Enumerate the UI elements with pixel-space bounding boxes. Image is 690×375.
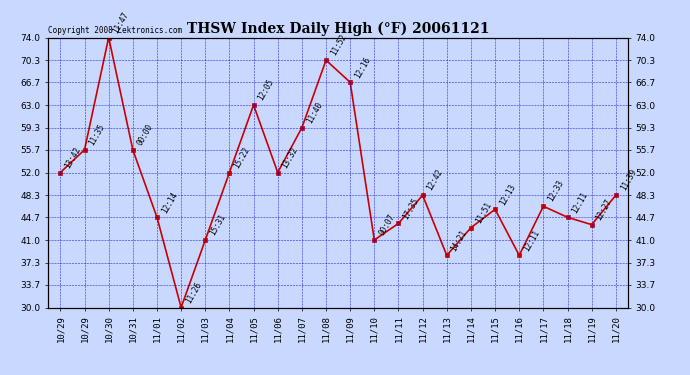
Text: 12:11: 12:11 — [571, 190, 590, 214]
Text: 11:51: 11:51 — [474, 200, 493, 225]
Text: 15:31: 15:31 — [208, 213, 228, 237]
Text: 12:27: 12:27 — [595, 197, 614, 222]
Text: 12:16: 12:16 — [353, 55, 373, 80]
Text: 11:40: 11:40 — [305, 100, 324, 125]
Text: 12:11: 12:11 — [522, 228, 542, 253]
Text: 12:42: 12:42 — [426, 168, 445, 192]
Text: 17:35: 17:35 — [402, 196, 421, 220]
Text: 00:07: 00:07 — [377, 213, 397, 237]
Text: Copyright 2008 Lektronics.com: Copyright 2008 Lektronics.com — [48, 26, 182, 35]
Text: 15:22: 15:22 — [233, 145, 252, 170]
Text: 11:52: 11:52 — [329, 33, 348, 57]
Text: 12:13: 12:13 — [498, 182, 518, 207]
Text: 12:33: 12:33 — [546, 179, 566, 204]
Text: 13:32: 13:32 — [281, 145, 300, 170]
Title: THSW Index Daily High (°F) 20061121: THSW Index Daily High (°F) 20061121 — [187, 22, 489, 36]
Text: 12:05: 12:05 — [257, 78, 276, 102]
Text: 11:39: 11:39 — [619, 168, 638, 192]
Text: 14:21: 14:21 — [450, 228, 469, 253]
Text: 11:47: 11:47 — [112, 10, 131, 35]
Text: 11:35: 11:35 — [88, 123, 107, 147]
Text: 12:14: 12:14 — [160, 190, 179, 214]
Text: 00:00: 00:00 — [136, 123, 155, 147]
Text: 11:26: 11:26 — [184, 280, 204, 305]
Text: 13:42: 13:42 — [63, 145, 83, 170]
